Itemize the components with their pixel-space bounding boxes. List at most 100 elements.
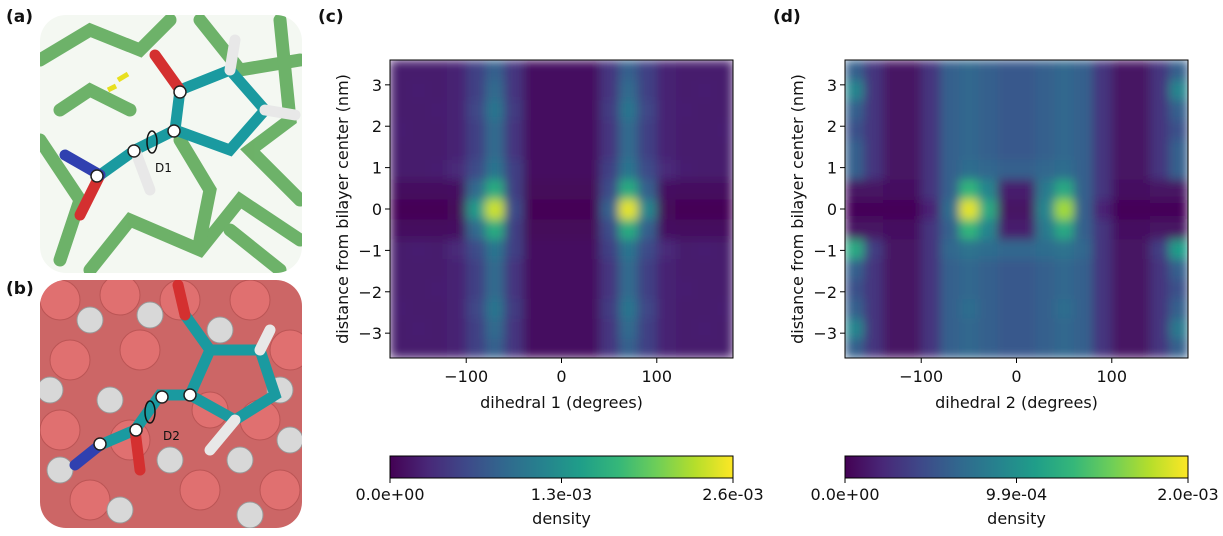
heatmap-cell [1130, 119, 1151, 140]
heatmap-cell [1073, 159, 1094, 180]
heatmap-cell [580, 298, 601, 319]
heatmap-cell [542, 298, 562, 319]
heatmap-cell [1016, 99, 1037, 121]
heatmap-cell [694, 60, 715, 81]
heatmap-cell [1111, 238, 1132, 260]
heatmap-cell [1130, 318, 1151, 339]
heatmap-cell [713, 119, 733, 140]
heatmap-cell [1016, 298, 1037, 319]
heatmap-cell [466, 238, 486, 260]
heatmap-cell [845, 338, 865, 358]
heatmap-cell [542, 258, 562, 280]
heatmap-cell [1111, 139, 1132, 160]
heatmap-cell [656, 199, 677, 220]
heatmap-cell [1035, 119, 1056, 140]
heatmap-cell [542, 199, 562, 220]
heatmap-cell [1130, 218, 1151, 240]
heatmap-cell [485, 218, 505, 240]
heatmap-cell [713, 159, 733, 180]
heatmap-cell [902, 99, 922, 121]
heatmap-cell [978, 139, 998, 160]
heatmap-cell [542, 99, 562, 121]
heatmap-cell [618, 79, 639, 101]
heatmap-cell [694, 99, 715, 121]
heatmap-cell [864, 139, 884, 160]
heatmap-cell [599, 159, 620, 180]
heatmap-cell [921, 338, 941, 358]
y-tick-label: 3 [372, 76, 382, 95]
heatmap-cell [1073, 298, 1094, 319]
heatmap-cell [694, 258, 715, 280]
heatmap-cell [883, 79, 903, 101]
heatmap-cell [713, 318, 733, 339]
heatmap-cell [902, 338, 922, 358]
heatmap-cell [542, 139, 562, 160]
heatmap-cell [1073, 99, 1094, 121]
heatmap-cell [523, 159, 543, 180]
heatmap-cell [1054, 238, 1075, 260]
heatmap-cell [997, 199, 1017, 220]
heatmap-cell [523, 238, 543, 260]
heatmap-cell [1130, 139, 1151, 160]
heatmap-cell [390, 99, 410, 121]
heatmap-cell [637, 278, 658, 299]
heatmap-cell [618, 99, 639, 121]
heatmap-cell [1111, 218, 1132, 240]
heatmap-cell [713, 238, 733, 260]
heatmap-cell [409, 338, 429, 358]
heatmap-cell [864, 79, 884, 101]
heatmap-cell [542, 278, 562, 299]
heatmap-cell [675, 60, 696, 81]
heatmap-cell [447, 338, 467, 358]
y-axis-label: distance from bilayer center (nm) [788, 74, 807, 344]
heatmap-cell [466, 318, 486, 339]
heatmap-cell [1073, 338, 1094, 358]
heatmap-cell [675, 298, 696, 319]
heatmap-cell [694, 238, 715, 260]
heatmap-cell [1092, 60, 1113, 81]
heatmap-cell [390, 298, 410, 319]
heatmap-cell [1054, 60, 1075, 81]
colorbar-tick-label: 9.9e-04 [986, 485, 1047, 504]
heatmap-cell [447, 139, 467, 160]
heatmap-cell [447, 119, 467, 140]
heatmap-cell [1092, 179, 1113, 200]
heatmap-cell [542, 238, 562, 260]
heatmap-cell [1111, 258, 1132, 280]
heatmap-cell [883, 338, 903, 358]
heatmap-cell [978, 338, 998, 358]
heatmap-cell [1035, 79, 1056, 101]
heatmap-cell [599, 258, 620, 280]
heatmap-cell [447, 199, 467, 220]
heatmap-cell [883, 159, 903, 180]
heatmap-cell [599, 179, 620, 200]
heatmap-cell [618, 338, 639, 358]
heatmap-cell [637, 258, 658, 280]
heatmap-cell [845, 199, 865, 220]
heatmap-cell [390, 218, 410, 240]
heatmap-cell [997, 238, 1017, 260]
heatmap-cell [675, 258, 696, 280]
heatmap-cell [940, 159, 960, 180]
heatmap-cell [883, 139, 903, 160]
heatmap-cell [959, 278, 979, 299]
heatmap-cell [864, 318, 884, 339]
heatmap-cell [713, 139, 733, 160]
heatmap-cell [1149, 278, 1170, 299]
heatmap-cell [997, 179, 1017, 200]
heatmap-cell [637, 119, 658, 140]
heatmap-cell [409, 60, 429, 81]
heatmap-cell [1016, 159, 1037, 180]
heatmap-cell [409, 318, 429, 339]
heatmap-cell [428, 159, 448, 180]
heatmap-cell [713, 199, 733, 220]
heatmap-cell [1035, 60, 1056, 81]
heatmap-cell [1073, 218, 1094, 240]
heatmap-cell [883, 119, 903, 140]
y-tick-label: −1 [358, 241, 382, 260]
heatmap-cell [1149, 119, 1170, 140]
heatmap-cell [940, 278, 960, 299]
heatmap-cell [485, 119, 505, 140]
heatmap-cell [580, 258, 601, 280]
heatmap-cell [523, 258, 543, 280]
